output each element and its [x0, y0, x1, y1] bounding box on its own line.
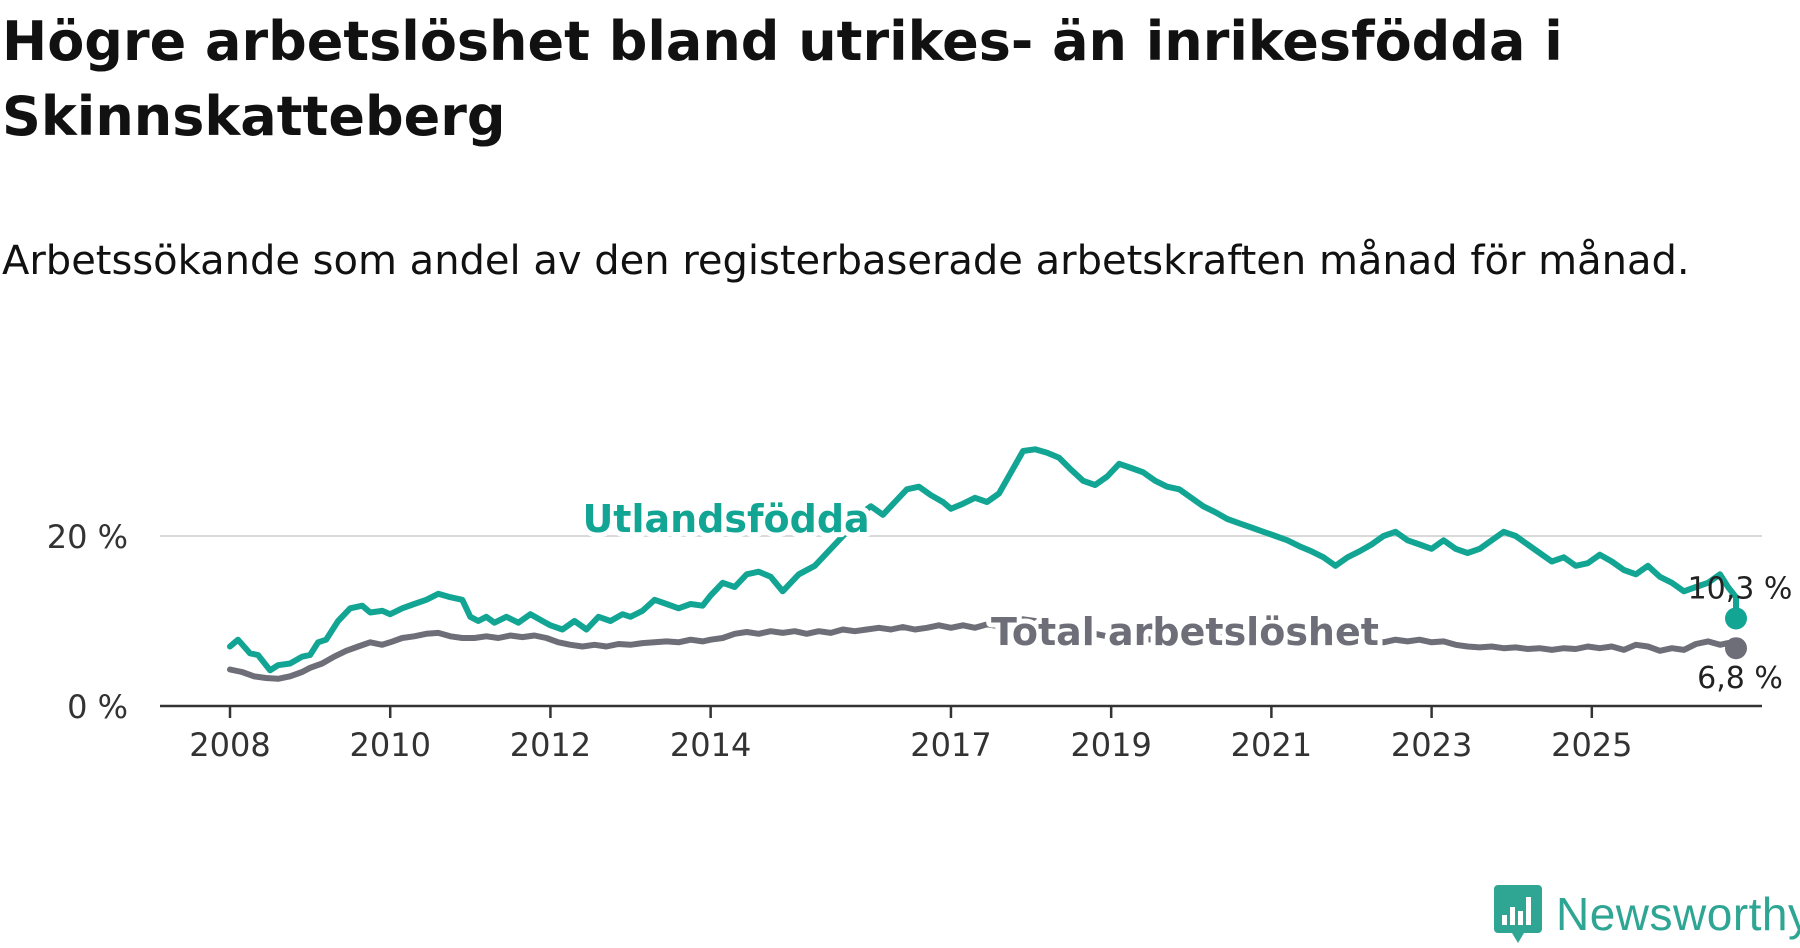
y-tick-label: 0 %: [67, 688, 128, 726]
series-end-dot-0: [1725, 607, 1747, 630]
chart-title: Högre arbetslöshet bland utrikes- än inr…: [2, 10, 1563, 148]
grid-lines: 0 % 20 %: [47, 518, 1762, 726]
brand-name: Newsworthy: [1556, 888, 1800, 940]
series-end-label-0: 10,3 %: [1688, 571, 1793, 606]
x-tick-label: 2017: [910, 726, 991, 764]
x-tick-label: 2010: [349, 726, 430, 764]
x-tick-label: 2023: [1391, 726, 1472, 764]
series-lines: [227, 446, 1747, 682]
x-tick-label: 2019: [1070, 726, 1151, 764]
x-axis: 2008 2010 2012 2014 2017 2019 2021 2023 2025: [160, 704, 1762, 764]
brand: Newsworthy: [1494, 884, 1800, 944]
chart-subtitle: Arbetssökande som andel av den registerb…: [2, 238, 1690, 284]
x-tick-label: 2014: [670, 726, 751, 764]
chart-labels: 10,3 % 6,8 % Utlandsfödda Total arbetslöshe…: [577, 492, 1793, 696]
series-line-1: [227, 616, 1739, 682]
x-tick-label: 2025: [1551, 726, 1632, 764]
x-tick-label: 2008: [189, 726, 270, 764]
y-tick-label: 20 %: [47, 518, 128, 556]
x-tick-label: 2021: [1231, 726, 1312, 764]
series-name-label-0: Utlandsfödda: [582, 497, 869, 541]
series-name-label-1: Total arbetslöshet: [991, 610, 1379, 654]
series-end-dot-1: [1725, 637, 1747, 660]
x-tick-label: 2012: [510, 726, 591, 764]
newsworthy-logo-icon: [1494, 885, 1542, 943]
series-end-label-1: 6,8 %: [1697, 661, 1783, 696]
series-line-0: [227, 446, 1739, 674]
